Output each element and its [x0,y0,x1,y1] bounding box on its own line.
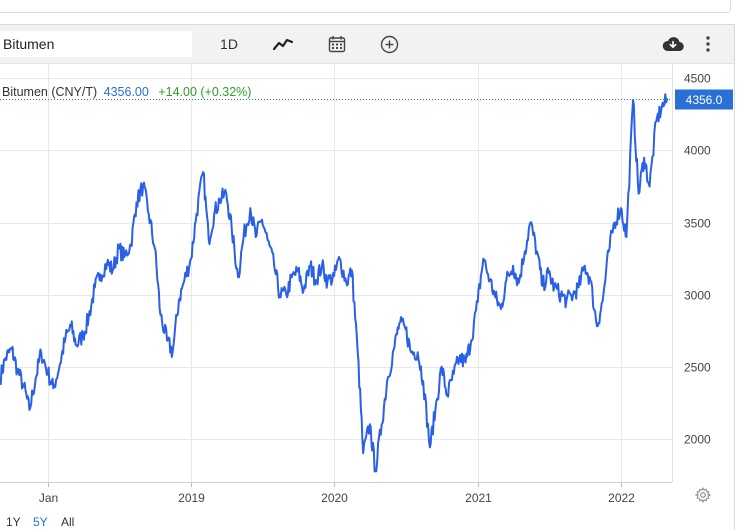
top-panel-edge [0,0,731,13]
more-vertical-icon [706,36,710,52]
cloud-download-icon [662,36,684,52]
chart-type-button[interactable] [270,31,296,57]
plus-circle-icon [380,35,399,54]
y-tick-label: 2500 [684,361,711,375]
download-button[interactable] [660,31,686,57]
date-range-button[interactable] [325,31,349,57]
chart-toolbar: 1D [0,25,734,64]
x-tick-label: 2021 [465,491,492,505]
y-tick-label: 2000 [684,433,711,447]
more-button[interactable] [698,31,718,57]
x-tick-label: 2019 [178,491,205,505]
interval-button[interactable]: 1D [216,31,242,57]
range-1y-button[interactable]: 1Y [6,515,21,529]
symbol-input[interactable] [0,31,192,57]
gear-icon [694,486,712,507]
price-series-line [0,93,669,473]
y-tick-label: 4000 [684,144,711,158]
x-tick-label: Jan [39,491,58,505]
chart-panel [0,24,735,530]
series-legend: Bitumen (CNY/T) 4356.00 +14.00 (+0.32%) [2,85,251,99]
y-tick-label: 3500 [684,217,711,231]
legend-last-value: 4356.00 [103,85,149,99]
compare-button[interactable] [377,31,401,57]
y-tick-label: 4500 [684,72,711,86]
last-price-badge [675,89,733,110]
settings-button[interactable] [694,486,712,504]
x-tick-label: 2020 [321,491,348,505]
range-5y-button[interactable]: 5Y [33,515,48,529]
x-tick-label: 2022 [608,491,635,505]
last-price-badge-label: 4356.0 [686,93,723,107]
range-all-button[interactable]: All [61,515,75,529]
line-chart-icon [273,37,293,51]
legend-change-value: +14.00 (+0.32%) [158,85,252,99]
calendar-icon [328,35,346,53]
y-tick-label: 3000 [684,289,711,303]
legend-series-name: Bitumen (CNY/T) [2,85,98,99]
interval-label: 1D [220,36,238,52]
